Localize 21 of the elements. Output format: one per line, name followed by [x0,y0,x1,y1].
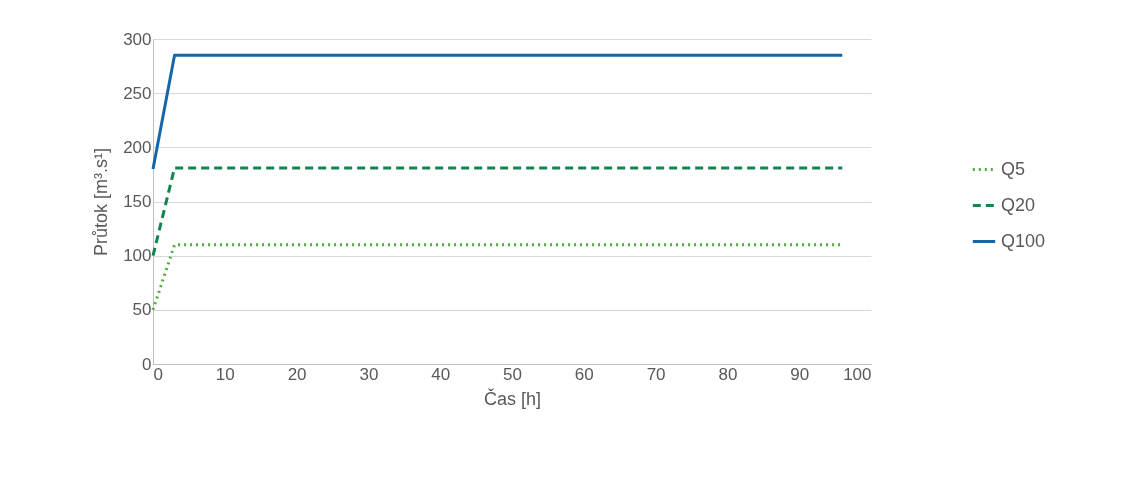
y-tick-label: 100 [123,246,152,266]
x-tick-label: 80 [718,364,738,384]
legend-label: Q100 [1001,230,1046,251]
legend-label: Q20 [1001,194,1036,215]
y-tick-label: 50 [132,300,152,320]
x-tick-label: 90 [790,364,810,384]
y-tick-label: 300 [123,29,152,49]
x-tick-label: 100 [843,364,872,384]
x-tick-label: 40 [431,364,451,384]
x-axis-title: Čas [h] [483,387,542,409]
y-tick-label: 250 [123,83,152,103]
y-tick-label: 150 [123,192,152,211]
x-tick-label: 10 [215,364,235,384]
y-tick-label: 200 [123,137,152,157]
x-tick-label: 70 [646,364,666,384]
legend-label: Q5 [1001,158,1026,179]
x-tick-label: 30 [359,364,379,384]
x-tick-label: 20 [287,364,307,384]
x-tick-label: 60 [574,364,594,384]
x-tick-label: 50 [503,364,522,384]
y-axis-title: Průtok [m³.s¹] [91,147,112,257]
